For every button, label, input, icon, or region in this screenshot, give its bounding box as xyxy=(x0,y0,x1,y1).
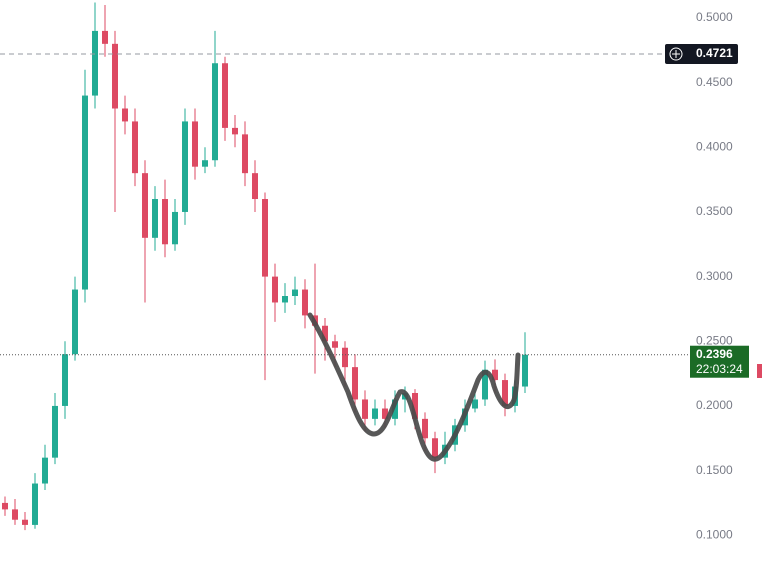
add-alert-icon xyxy=(669,47,683,61)
candle-body xyxy=(52,405,58,458)
y-tick-label: 0.3000 xyxy=(696,269,733,283)
candle-body xyxy=(62,354,68,406)
y-tick-label: 0.3500 xyxy=(696,204,733,218)
candle-body xyxy=(262,199,268,277)
candle-body xyxy=(212,63,218,161)
candle-body xyxy=(222,63,228,128)
y-tick-label: 0.4000 xyxy=(696,139,733,153)
candle-body xyxy=(102,30,108,44)
candle-body xyxy=(192,121,198,167)
candle-body xyxy=(2,502,8,510)
candle-body xyxy=(22,519,28,525)
candle-body xyxy=(382,408,388,419)
candle-body xyxy=(432,438,438,458)
y-tick-label: 0.1500 xyxy=(696,463,733,477)
candle-body xyxy=(72,289,78,355)
candle-body xyxy=(332,341,338,348)
y-tick-label: 0.4500 xyxy=(696,75,733,89)
candle-body xyxy=(252,173,258,200)
price-line-label: 0.4721 xyxy=(696,46,733,60)
candle-body xyxy=(12,509,18,520)
candle-body xyxy=(392,399,398,419)
drawn-pattern xyxy=(307,312,521,462)
candle-body xyxy=(242,134,248,174)
y-tick-label: 0.2500 xyxy=(696,333,733,347)
candle-body xyxy=(42,457,48,484)
candle-body xyxy=(422,418,428,439)
candle-body xyxy=(522,354,528,387)
y-tick-label: 0.2000 xyxy=(696,398,733,412)
last-price-label: 0.2396 xyxy=(696,347,733,361)
price-axis: 0.5000 0.4500 0.4000 0.3500 0.3000 0.2500 0.20… xyxy=(665,10,749,541)
add-alert-plus xyxy=(672,50,680,59)
plot-area xyxy=(0,2,690,531)
candle-body xyxy=(122,108,128,122)
candle-body xyxy=(202,160,208,167)
edge-marker xyxy=(757,364,762,378)
candle-body xyxy=(412,392,418,419)
candle-body xyxy=(352,367,358,400)
candle-body xyxy=(32,483,38,525)
candle-body xyxy=(172,211,178,245)
candle-body xyxy=(322,325,328,342)
candle-body xyxy=(142,173,148,238)
candle-body xyxy=(302,289,308,316)
candle-body xyxy=(232,127,238,135)
candle-body xyxy=(482,369,488,400)
candle-body xyxy=(362,399,368,419)
candle-body xyxy=(282,296,288,303)
candle-body xyxy=(472,399,478,409)
candle-body xyxy=(292,289,298,297)
candle-body xyxy=(132,121,138,174)
candle-body xyxy=(372,408,378,419)
y-tick-label: 0.1000 xyxy=(696,527,733,541)
candle-body xyxy=(112,43,118,109)
candle-body xyxy=(82,95,88,290)
countdown: 22:03:24 xyxy=(696,362,743,376)
candle-body xyxy=(272,276,278,303)
candle-body xyxy=(502,380,508,406)
candle-body xyxy=(182,121,188,212)
last-price-box xyxy=(690,345,749,378)
candle-body xyxy=(342,347,348,368)
candle-body xyxy=(162,199,168,245)
candle-body xyxy=(92,30,98,96)
price-line-box xyxy=(665,44,738,65)
y-tick-label: 0.5000 xyxy=(696,10,733,24)
candle-body xyxy=(492,369,498,381)
candle-body xyxy=(152,199,158,238)
